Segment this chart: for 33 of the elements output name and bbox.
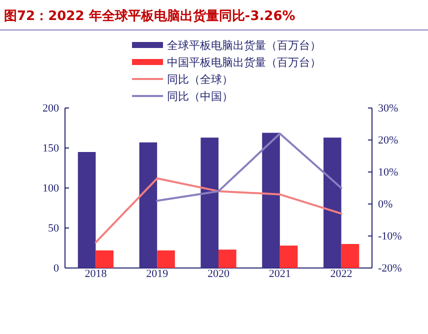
bar bbox=[200, 138, 218, 268]
x-tick-label: 2021 bbox=[268, 268, 291, 280]
y2-tick-label: 30% bbox=[378, 102, 398, 115]
bar bbox=[78, 152, 96, 268]
x-tick-label: 2019 bbox=[146, 268, 169, 280]
y-tick-label: 150 bbox=[42, 142, 60, 155]
bar bbox=[280, 246, 298, 268]
legend-label: 同比（全球） bbox=[167, 73, 233, 86]
y-tick-label: 100 bbox=[42, 182, 60, 195]
bar bbox=[323, 138, 342, 268]
legend-label: 同比（中国） bbox=[167, 90, 233, 103]
bar bbox=[262, 132, 280, 268]
x-tick-label: 2022 bbox=[330, 268, 352, 280]
y2-tick-label: 20% bbox=[378, 134, 398, 147]
x-tick-label: 2020 bbox=[208, 268, 230, 280]
x-tick-label: 2018 bbox=[84, 268, 108, 280]
line-series bbox=[156, 132, 342, 202]
bar bbox=[96, 250, 114, 268]
y2-tick-label: 0% bbox=[378, 198, 393, 211]
legend-label: 中国平板电脑出货量（百万台） bbox=[167, 56, 321, 69]
legend-label: 全球平板电脑出货量（百万台） bbox=[167, 39, 321, 52]
y2-tick-label: -10% bbox=[378, 230, 402, 243]
y-tick-label: 50 bbox=[48, 222, 60, 235]
bar bbox=[157, 250, 175, 268]
y2-tick-label: -20% bbox=[378, 262, 402, 275]
y-tick-label: 0 bbox=[54, 262, 60, 275]
y-tick-label: 200 bbox=[42, 102, 60, 115]
y2-tick-label: 10% bbox=[378, 166, 398, 179]
bar bbox=[139, 142, 158, 268]
line-series bbox=[94, 177, 342, 244]
chart-title: 图72：2022 年全球平板电脑出货量同比-3.26% bbox=[4, 8, 296, 24]
bar bbox=[341, 244, 360, 268]
bar bbox=[218, 250, 236, 268]
